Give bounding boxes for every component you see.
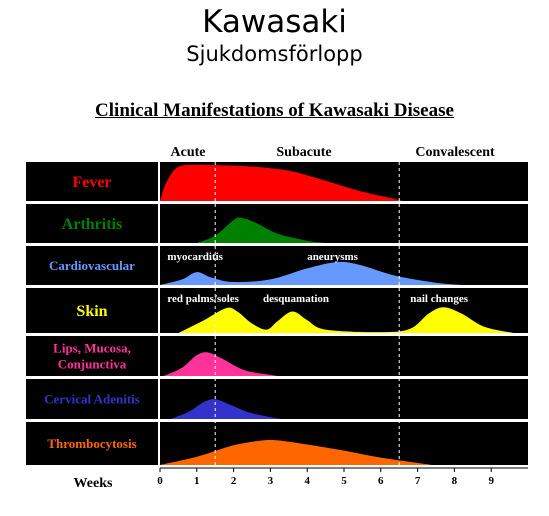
x-tick-label-2: 2 bbox=[231, 475, 237, 487]
x-tick-label-4: 4 bbox=[304, 475, 310, 487]
phase-label-acute: Acute bbox=[171, 145, 206, 160]
series-area-cardiovascular bbox=[160, 261, 462, 285]
x-tick-label-9: 9 bbox=[488, 475, 494, 487]
annotation-red-palms-soles: red palms/soles bbox=[167, 293, 239, 305]
row-label-bg-thrombocytosis bbox=[26, 422, 158, 465]
series-area-fever bbox=[160, 164, 403, 201]
row-label-lips-mucosa-conjunctiva-line-2: Conjunctiva bbox=[58, 357, 127, 372]
phase-dividers bbox=[214, 162, 400, 465]
row-label-cervical-adenitis: Cervical Adenitis bbox=[44, 392, 140, 407]
x-tick-label-6: 6 bbox=[378, 475, 384, 487]
series-area-thrombocytosis bbox=[160, 439, 433, 465]
phase-label-subacute: Subacute bbox=[276, 145, 331, 160]
row-label-arthritis: Arthritis bbox=[62, 216, 122, 233]
series-area-skin bbox=[178, 307, 514, 333]
row-label-bg-skin bbox=[26, 288, 158, 333]
annotation-myocarditis: myocarditis bbox=[167, 251, 223, 263]
row-label-bg-cardiovascular bbox=[26, 246, 158, 285]
row-label-cardiovascular: Cardiovascular bbox=[49, 258, 135, 273]
row-label-lips-mucosa-conjunctiva-line-1: Lips, Mucosa, bbox=[53, 341, 131, 356]
x-tick-label-8: 8 bbox=[452, 475, 458, 487]
page-subtitle: Sjukdomsförlopp bbox=[186, 42, 363, 66]
series-area-arthritis bbox=[196, 217, 326, 243]
chart-rows: Fever Arthritis Cardiovascular Skin Lips, Mu… bbox=[26, 162, 528, 465]
row-label-thrombocytosis: Thrombocytosis bbox=[47, 436, 136, 451]
phase-label-convalescent: Convalescent bbox=[415, 145, 495, 160]
series-area-cervical-adenitis bbox=[171, 399, 282, 419]
page-title: Kawasaki bbox=[202, 4, 347, 40]
x-tick-label-7: 7 bbox=[415, 475, 421, 487]
annotation-nail-changes: nail changes bbox=[410, 293, 468, 305]
series-area-lips-mucosa-conjunctiva bbox=[163, 352, 278, 376]
annotation-aneurysms: aneurysms bbox=[307, 251, 358, 263]
phase-labels: Acute Subacute Convalescent bbox=[171, 145, 495, 160]
x-tick-label-3: 3 bbox=[268, 475, 274, 487]
x-axis: 0 1 2 3 4 5 6 7 8 9 Weeks bbox=[74, 467, 528, 491]
row-label-bg-arthritis bbox=[26, 204, 158, 243]
x-tick-label-1: 1 bbox=[194, 475, 200, 487]
row-label-bg-cervical-adenitis bbox=[26, 379, 158, 419]
x-tick-label-0: 0 bbox=[157, 475, 163, 487]
annotation-desquamation: desquamation bbox=[263, 293, 329, 305]
row-label-skin: Skin bbox=[76, 303, 107, 320]
chart-title: Clinical Manifestations of Kawasaki Dise… bbox=[95, 100, 454, 121]
x-axis-label: Weeks bbox=[74, 476, 113, 491]
row-label-bg-fever bbox=[26, 162, 158, 201]
annotations: myocarditis aneurysms red palms/soles desqu… bbox=[167, 251, 468, 305]
row-label-fever: Fever bbox=[72, 174, 111, 191]
row-label-bg-lips-mucosa-conjunctiva bbox=[26, 336, 158, 376]
x-tick-label-5: 5 bbox=[341, 475, 347, 487]
